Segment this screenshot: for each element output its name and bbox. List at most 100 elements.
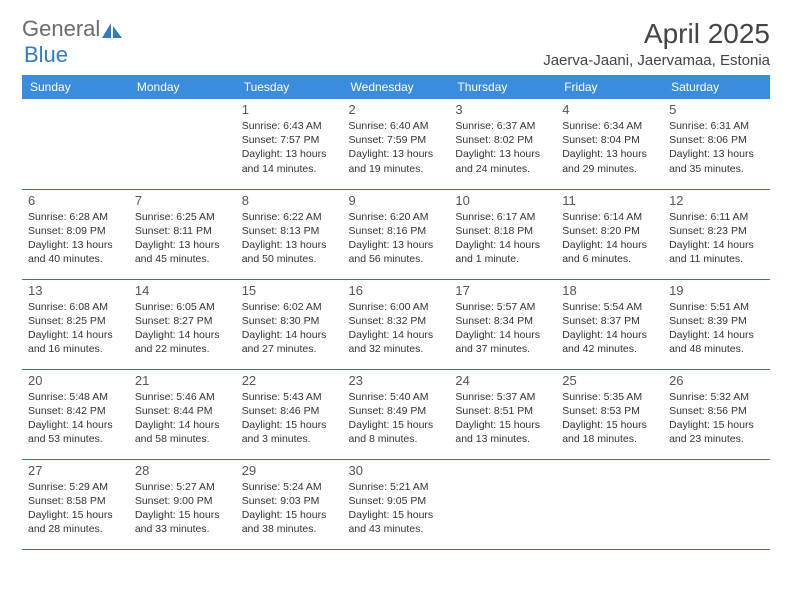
day-number: 22 xyxy=(242,373,337,388)
day-info: Sunrise: 5:46 AMSunset: 8:44 PMDaylight:… xyxy=(135,390,230,447)
calendar-head: SundayMondayTuesdayWednesdayThursdayFrid… xyxy=(22,75,770,99)
calendar-row: 27Sunrise: 5:29 AMSunset: 8:58 PMDayligh… xyxy=(22,459,770,549)
day-info: Sunrise: 6:31 AMSunset: 8:06 PMDaylight:… xyxy=(669,119,764,176)
day-number: 14 xyxy=(135,283,230,298)
day-number: 11 xyxy=(562,193,657,208)
calendar-cell: 26 Sunrise: 5:32 AMSunset: 8:56 PMDayligh… xyxy=(663,369,770,459)
day-info: Sunrise: 6:37 AMSunset: 8:02 PMDaylight:… xyxy=(455,119,550,176)
day-info: Sunrise: 5:35 AMSunset: 8:53 PMDaylight:… xyxy=(562,390,657,447)
day-number: 4 xyxy=(562,102,657,117)
calendar-cell-empty xyxy=(449,459,556,549)
day-info: Sunrise: 6:28 AMSunset: 8:09 PMDaylight:… xyxy=(28,210,123,267)
calendar-cell: 25 Sunrise: 5:35 AMSunset: 8:53 PMDayligh… xyxy=(556,369,663,459)
calendar-cell: 10 Sunrise: 6:17 AMSunset: 8:18 PMDayligh… xyxy=(449,189,556,279)
location-text: Jaerva-Jaani, Jaervamaa, Estonia xyxy=(543,52,770,69)
day-number: 29 xyxy=(242,463,337,478)
brand-logo: General xyxy=(22,18,122,40)
calendar-cell: 4 Sunrise: 6:34 AMSunset: 8:04 PMDaylight… xyxy=(556,99,663,189)
day-number: 20 xyxy=(28,373,123,388)
calendar-row: 1Sunrise: 6:43 AMSunset: 7:57 PMDaylight… xyxy=(22,99,770,189)
day-number: 7 xyxy=(135,193,230,208)
day-number: 3 xyxy=(455,102,550,117)
day-number: 9 xyxy=(349,193,444,208)
day-info: Sunrise: 6:40 AMSunset: 7:59 PMDaylight:… xyxy=(349,119,444,176)
calendar-row: 6 Sunrise: 6:28 AMSunset: 8:09 PMDaylight… xyxy=(22,189,770,279)
calendar-cell-empty xyxy=(129,99,236,189)
calendar-cell: 15 Sunrise: 6:02 AMSunset: 8:30 PMDayligh… xyxy=(236,279,343,369)
day-number: 2 xyxy=(349,102,444,117)
calendar-body: 1Sunrise: 6:43 AMSunset: 7:57 PMDaylight… xyxy=(22,99,770,549)
calendar-cell: 13 Sunrise: 6:08 AMSunset: 8:25 PMDayligh… xyxy=(22,279,129,369)
calendar-cell: 23 Sunrise: 5:40 AMSunset: 8:49 PMDayligh… xyxy=(343,369,450,459)
calendar-cell: 24Sunrise: 5:37 AMSunset: 8:51 PMDayligh… xyxy=(449,369,556,459)
day-number: 23 xyxy=(349,373,444,388)
day-number: 19 xyxy=(669,283,764,298)
day-info: Sunrise: 6:14 AMSunset: 8:20 PMDaylight:… xyxy=(562,210,657,267)
calendar-cell: 29 Sunrise: 5:24 AMSunset: 9:03 PMDayligh… xyxy=(236,459,343,549)
day-info: Sunrise: 5:32 AMSunset: 8:56 PMDaylight:… xyxy=(669,390,764,447)
day-header: Friday xyxy=(556,75,663,99)
brand-part1: General xyxy=(22,18,100,40)
calendar-cell: 30Sunrise: 5:21 AMSunset: 9:05 PMDayligh… xyxy=(343,459,450,549)
calendar-cell-empty xyxy=(663,459,770,549)
calendar-row: 13 Sunrise: 6:08 AMSunset: 8:25 PMDayligh… xyxy=(22,279,770,369)
day-info: Sunrise: 5:51 AMSunset: 8:39 PMDaylight:… xyxy=(669,300,764,357)
day-number: 6 xyxy=(28,193,123,208)
day-number: 12 xyxy=(669,193,764,208)
calendar-cell-empty xyxy=(556,459,663,549)
calendar-cell: 12Sunrise: 6:11 AMSunset: 8:23 PMDayligh… xyxy=(663,189,770,279)
day-info: Sunrise: 6:02 AMSunset: 8:30 PMDaylight:… xyxy=(242,300,337,357)
calendar-cell: 19 Sunrise: 5:51 AMSunset: 8:39 PMDayligh… xyxy=(663,279,770,369)
calendar-cell: 11 Sunrise: 6:14 AMSunset: 8:20 PMDayligh… xyxy=(556,189,663,279)
calendar-cell: 6 Sunrise: 6:28 AMSunset: 8:09 PMDaylight… xyxy=(22,189,129,279)
day-info: Sunrise: 6:17 AMSunset: 8:18 PMDaylight:… xyxy=(455,210,550,267)
day-header: Thursday xyxy=(449,75,556,99)
day-number: 1 xyxy=(242,102,337,117)
day-info: Sunrise: 6:08 AMSunset: 8:25 PMDaylight:… xyxy=(28,300,123,357)
calendar-cell: 5 Sunrise: 6:31 AMSunset: 8:06 PMDaylight… xyxy=(663,99,770,189)
calendar-cell: 2 Sunrise: 6:40 AMSunset: 7:59 PMDaylight… xyxy=(343,99,450,189)
calendar-cell: 3 Sunrise: 6:37 AMSunset: 8:02 PMDaylight… xyxy=(449,99,556,189)
day-info: Sunrise: 6:00 AMSunset: 8:32 PMDaylight:… xyxy=(349,300,444,357)
calendar-page: General April 2025 Jaerva-Jaani, Jaervam… xyxy=(0,0,792,568)
calendar-cell: 8 Sunrise: 6:22 AMSunset: 8:13 PMDaylight… xyxy=(236,189,343,279)
calendar-cell: 18Sunrise: 5:54 AMSunset: 8:37 PMDayligh… xyxy=(556,279,663,369)
day-info: Sunrise: 5:24 AMSunset: 9:03 PMDaylight:… xyxy=(242,480,337,537)
day-number: 18 xyxy=(562,283,657,298)
day-info: Sunrise: 6:20 AMSunset: 8:16 PMDaylight:… xyxy=(349,210,444,267)
sail-icon xyxy=(102,21,122,37)
day-info: Sunrise: 5:48 AMSunset: 8:42 PMDaylight:… xyxy=(28,390,123,447)
header: General April 2025 Jaerva-Jaani, Jaervam… xyxy=(22,18,770,69)
day-info: Sunrise: 6:22 AMSunset: 8:13 PMDaylight:… xyxy=(242,210,337,267)
calendar-cell: 16Sunrise: 6:00 AMSunset: 8:32 PMDayligh… xyxy=(343,279,450,369)
day-info: Sunrise: 5:21 AMSunset: 9:05 PMDaylight:… xyxy=(349,480,444,537)
day-number: 10 xyxy=(455,193,550,208)
day-number: 25 xyxy=(562,373,657,388)
day-number: 26 xyxy=(669,373,764,388)
calendar-cell: 21 Sunrise: 5:46 AMSunset: 8:44 PMDayligh… xyxy=(129,369,236,459)
day-header: Tuesday xyxy=(236,75,343,99)
day-header: Monday xyxy=(129,75,236,99)
day-info: Sunrise: 6:25 AMSunset: 8:11 PMDaylight:… xyxy=(135,210,230,267)
calendar-cell: 9 Sunrise: 6:20 AMSunset: 8:16 PMDaylight… xyxy=(343,189,450,279)
day-header-row: SundayMondayTuesdayWednesdayThursdayFrid… xyxy=(22,75,770,99)
day-info: Sunrise: 5:29 AMSunset: 8:58 PMDaylight:… xyxy=(28,480,123,537)
day-number: 8 xyxy=(242,193,337,208)
day-number: 21 xyxy=(135,373,230,388)
calendar-cell: 1Sunrise: 6:43 AMSunset: 7:57 PMDaylight… xyxy=(236,99,343,189)
day-info: Sunrise: 6:34 AMSunset: 8:04 PMDaylight:… xyxy=(562,119,657,176)
day-number: 15 xyxy=(242,283,337,298)
day-info: Sunrise: 5:43 AMSunset: 8:46 PMDaylight:… xyxy=(242,390,337,447)
calendar-cell: 7 Sunrise: 6:25 AMSunset: 8:11 PMDaylight… xyxy=(129,189,236,279)
day-info: Sunrise: 5:27 AMSunset: 9:00 PMDaylight:… xyxy=(135,480,230,537)
month-title: April 2025 xyxy=(543,18,770,50)
day-header: Saturday xyxy=(663,75,770,99)
calendar-cell: 27Sunrise: 5:29 AMSunset: 8:58 PMDayligh… xyxy=(22,459,129,549)
brand-part2: Blue xyxy=(24,42,68,68)
day-number: 17 xyxy=(455,283,550,298)
day-header: Wednesday xyxy=(343,75,450,99)
day-number: 13 xyxy=(28,283,123,298)
day-number: 5 xyxy=(669,102,764,117)
day-info: Sunrise: 5:40 AMSunset: 8:49 PMDaylight:… xyxy=(349,390,444,447)
day-info: Sunrise: 6:05 AMSunset: 8:27 PMDaylight:… xyxy=(135,300,230,357)
